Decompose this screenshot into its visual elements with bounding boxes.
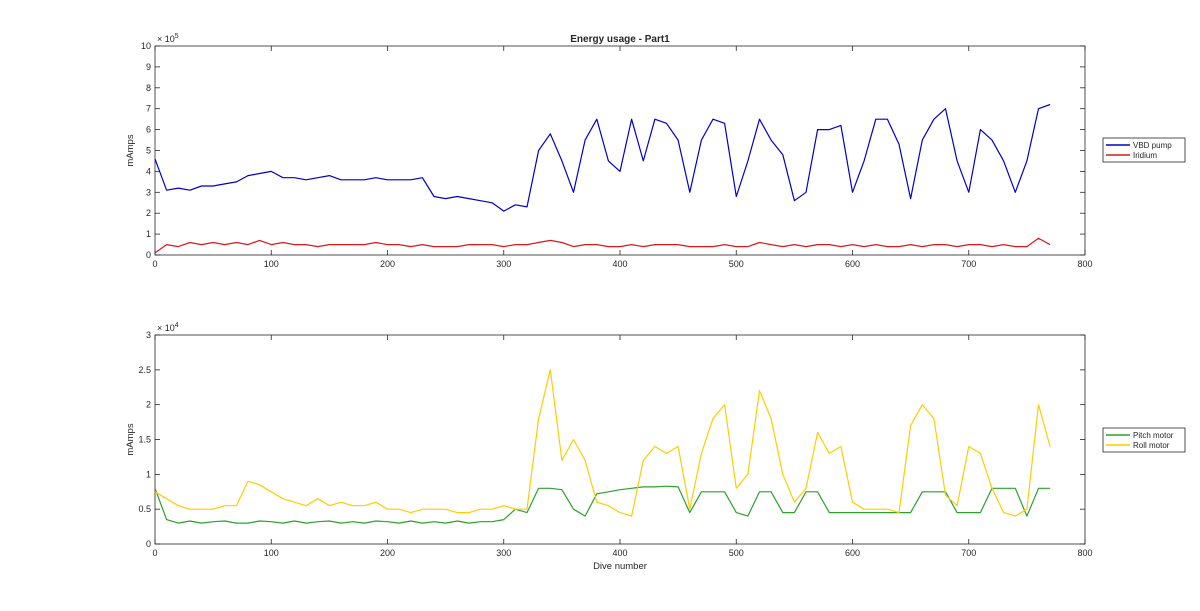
series-line-vbd-pump: [154, 103, 1051, 212]
bottom-chart-panel: 0 100 200 300 400 500 600 700 800 0 0.5 1 1.5 2 2.5 3 × …: [125, 322, 1186, 572]
y-tick-label: 2: [146, 400, 151, 410]
y-tick-label: 9: [146, 62, 151, 72]
y-tick-label: 10: [141, 41, 151, 51]
top-chart-panel: 0 100 200 300 400 500 600 700 800 0 1 2 3 4 5 6 7 8 9 10 × 1…: [125, 33, 1186, 269]
y-axis-label: mAmps: [125, 134, 136, 166]
x-tick-label: 200: [380, 548, 395, 558]
x-tick-label: 400: [612, 259, 627, 269]
y-tick-label: 8: [146, 83, 151, 93]
y-tick-label: 6: [146, 125, 151, 135]
legend-entry: Iridium: [1133, 151, 1157, 160]
x-tick-label: 0: [152, 548, 157, 558]
x-tick-label: 500: [729, 259, 744, 269]
x-tick-label: 800: [1077, 548, 1092, 558]
x-tick-label: 100: [264, 259, 279, 269]
x-tick-label: 500: [729, 548, 744, 558]
x-tick-label: 200: [380, 259, 395, 269]
y-exponent-label: × 105: [157, 33, 179, 44]
chart-title: Energy usage - Part1: [570, 34, 670, 45]
x-tick-label: 300: [496, 548, 511, 558]
x-tick-label: 600: [845, 259, 860, 269]
y-tick-label: 2.5: [138, 365, 151, 375]
legend-box: [1102, 137, 1186, 163]
x-tick-label: 100: [264, 548, 279, 558]
legend-entry: Pitch motor: [1133, 431, 1174, 440]
x-tick-label: 600: [845, 548, 860, 558]
legend-entry: Roll motor: [1133, 441, 1170, 450]
series-line-pitch-motor: [154, 485, 1051, 524]
x-tick-label: 300: [496, 259, 511, 269]
legend-box: [1102, 427, 1186, 453]
y-tick-label: 0: [146, 539, 151, 549]
y-exponent-label: × 104: [157, 322, 179, 333]
y-tick-label: 1.5: [138, 435, 151, 445]
y-exponent-base: × 10: [157, 34, 175, 44]
y-tick-label: 1: [146, 469, 151, 479]
y-tick-label: 5: [146, 146, 151, 156]
x-tick-label: 700: [961, 259, 976, 269]
series-line-roll-motor: [154, 369, 1051, 517]
series-line-iridium: [154, 237, 1051, 254]
y-tick-label: 2: [146, 208, 151, 218]
y-tick-label: 4: [146, 166, 151, 176]
y-tick-label: 1: [146, 229, 151, 239]
x-axis-label: Dive number: [593, 561, 647, 572]
legend-entry: VBD pump: [1133, 141, 1172, 150]
x-tick-label: 800: [1077, 259, 1092, 269]
plot-area: [154, 45, 1086, 256]
x-tick-label: 700: [961, 548, 976, 558]
y-axis-label: mAmps: [125, 423, 136, 455]
y-exponent-power: 4: [175, 322, 179, 329]
y-exponent-base: × 10: [157, 323, 175, 333]
y-tick-label: 3: [146, 330, 151, 340]
y-exponent-power: 5: [175, 33, 179, 40]
y-tick-label: 0: [146, 250, 151, 260]
x-tick-label: 0: [152, 259, 157, 269]
x-tick-label: 400: [612, 548, 627, 558]
y-tick-label: 7: [146, 104, 151, 114]
y-tick-label: 0.5: [138, 504, 151, 514]
plot-area: [154, 334, 1086, 545]
y-tick-label: 3: [146, 187, 151, 197]
